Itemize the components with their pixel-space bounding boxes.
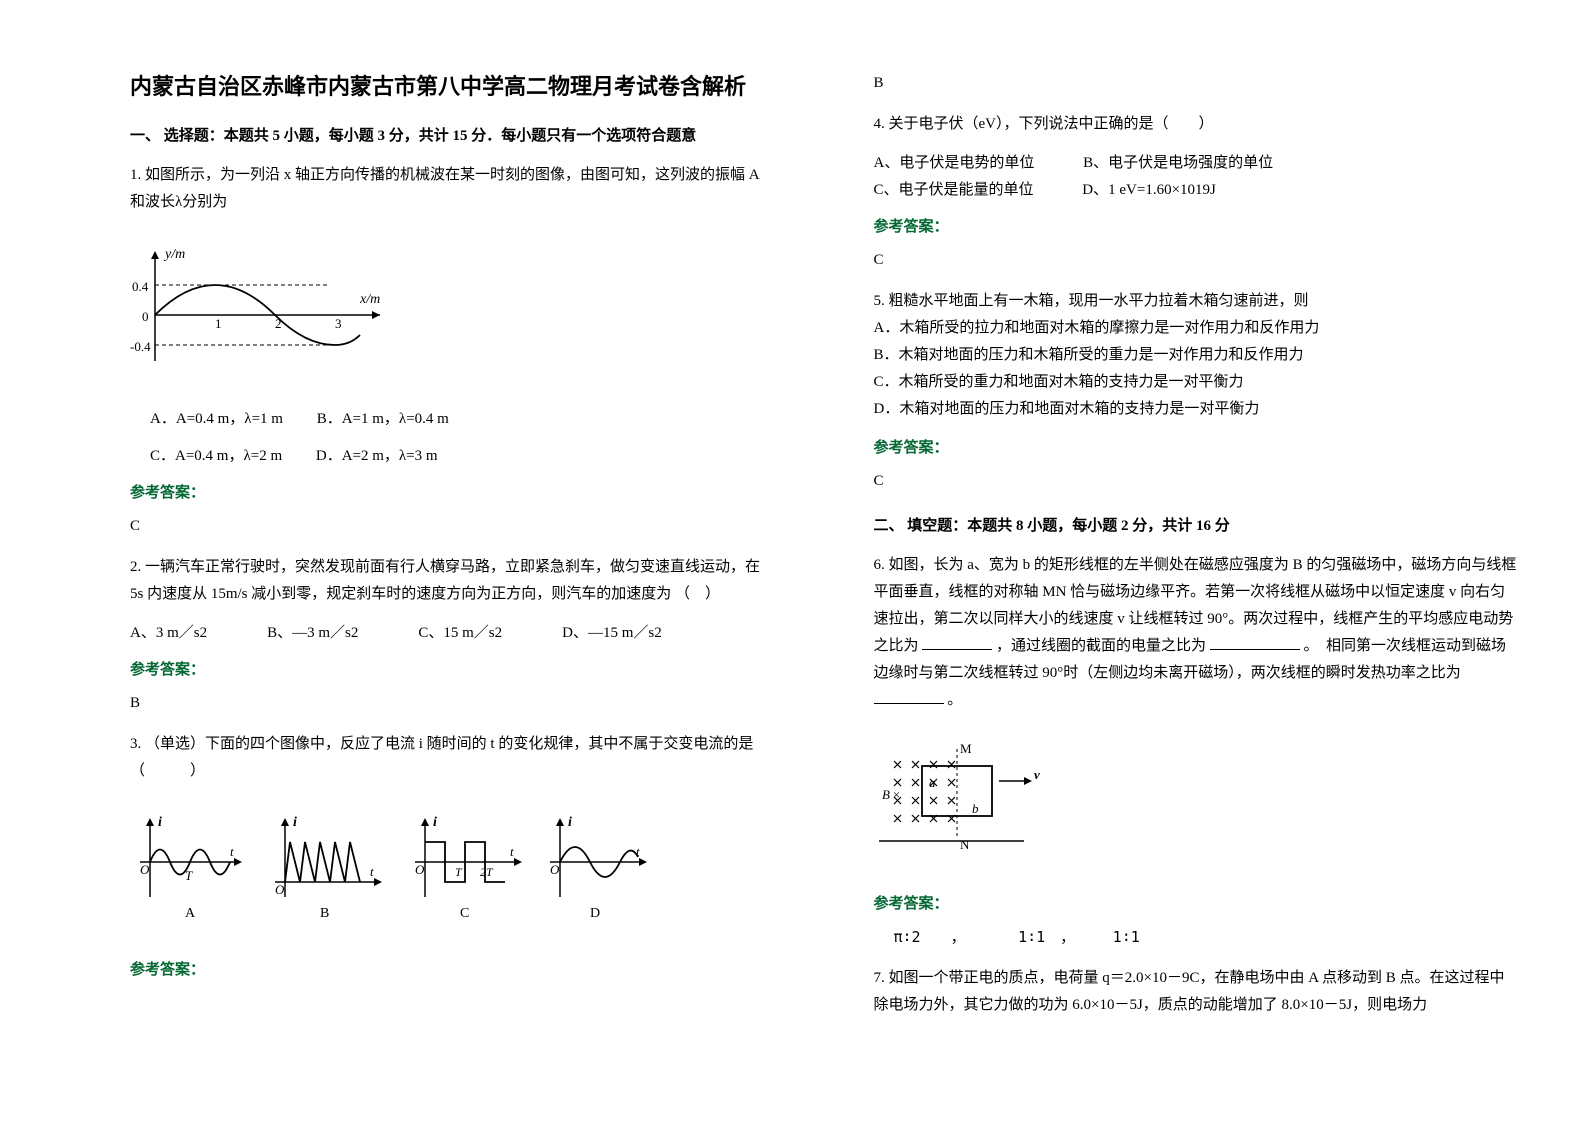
q4-answer: C — [874, 247, 1518, 274]
question-7: 7. 如图一个带正电的质点，电荷量 q＝2.0×10－9C，在静电场中由 A 点… — [874, 965, 1518, 1019]
q2-options: A、3 m／s2 B、—3 m／s2 C、15 m／s2 D、—15 m／s2 — [130, 620, 774, 647]
answer-label-6: 参考答案： — [874, 891, 1518, 918]
q4-optD: D、1 eV=1.60×1019J — [1082, 182, 1216, 198]
q3-graphs: i t O T A i t O B i t O T — [130, 812, 650, 922]
q2-optC: C、15 m／s2 — [418, 620, 502, 647]
svg-text:3: 3 — [335, 316, 342, 331]
q4-optB: B、电子伏是电场强度的单位 — [1083, 155, 1273, 171]
svg-text:×: × — [892, 787, 901, 802]
answer-label-4: 参考答案： — [874, 214, 1518, 241]
svg-text:M: M — [960, 741, 972, 756]
q6-text4: 。 — [947, 692, 962, 708]
svg-text:b: b — [972, 801, 979, 816]
svg-text:2T: 2T — [480, 865, 494, 879]
doc-title: 内蒙古自治区赤峰市内蒙古市第八中学高二物理月考试卷含解析 — [130, 70, 774, 103]
question-6: 6. 如图，长为 a、宽为 b 的矩形线框的左半侧处在磁感应强度为 B 的匀强磁… — [874, 552, 1518, 714]
q1-options: A．A=0.4 m，λ=1 m B．A=1 m，λ=0.4 m C．A=0.4 … — [150, 406, 774, 470]
svg-text:y/m: y/m — [163, 247, 185, 262]
svg-text:O: O — [550, 862, 560, 877]
svg-text:i: i — [568, 815, 572, 830]
svg-text:i: i — [158, 815, 162, 830]
q1-optB: B．A=1 m，λ=0.4 m — [317, 411, 449, 427]
q1-graph: y/m 0.4 0 -0.4 x/m 1 2 3 — [130, 243, 390, 373]
svg-text:O: O — [140, 862, 150, 877]
svg-text:t: t — [230, 844, 234, 859]
q6-blank3 — [874, 703, 944, 704]
question-5: 5. 粗糙水平地面上有一木箱，现用一水平力拉着木箱匀速前进，则 A．木箱所受的拉… — [874, 288, 1518, 423]
question-3: 3. （单选）下面的四个图像中，反应了电流 i 随时间的 t 的变化规律，其中不… — [130, 731, 774, 785]
answer-label-5: 参考答案： — [874, 435, 1518, 462]
svg-text:0: 0 — [142, 309, 149, 324]
section1-header: 一、 选择题：本题共 5 小题，每小题 3 分，共计 15 分．每小题只有一个选… — [130, 123, 774, 150]
q4-optC: C、电子伏是能量的单位 — [874, 182, 1034, 198]
question-4: 4. 关于电子伏（eV），下列说法中正确的是（ ） — [874, 111, 1518, 138]
svg-text:O: O — [275, 882, 285, 897]
q5-optA: A．木箱所受的拉力和地面对木箱的摩擦力是一对作用力和反作用力 — [874, 315, 1518, 342]
q6-text2: ，通过线圈的截面的电量之比为 — [996, 638, 1206, 654]
q1-text: 1. 如图所示，为一列沿 x 轴正方向传播的机械波在某一时刻的图像，由图可知，这… — [130, 162, 774, 216]
question-2: 2. 一辆汽车正常行驶时，突然发现前面有行人横穿马路，立即紧急刹车，做匀变速直线… — [130, 554, 774, 608]
svg-text:v: v — [1034, 767, 1040, 782]
q5-optD: D．木箱对地面的压力和地面对木箱的支持力是一对平衡力 — [874, 396, 1518, 423]
q5-optB: B．木箱对地面的压力和木箱所受的重力是一对作用力和反作用力 — [874, 342, 1518, 369]
svg-text:D: D — [590, 906, 600, 921]
q5-optC: C．木箱所受的重力和地面对木箱的支持力是一对平衡力 — [874, 369, 1518, 396]
q5-text: 5. 粗糙水平地面上有一木箱，现用一水平力拉着木箱匀速前进，则 — [874, 288, 1518, 315]
q6-answer: π∶2 ， 1∶1 ， 1∶1 — [894, 924, 1518, 951]
q1-answer: C — [130, 513, 774, 540]
answer-label-3: 参考答案： — [130, 957, 774, 984]
svg-text:A: A — [185, 906, 196, 921]
q1-optA: A．A=0.4 m，λ=1 m — [150, 411, 283, 427]
svg-text:a: a — [929, 775, 936, 790]
q6-diagram: M N a b × B v — [874, 741, 1074, 856]
svg-text:i: i — [293, 815, 297, 830]
svg-text:B: B — [882, 787, 890, 802]
svg-text:T: T — [455, 865, 463, 879]
svg-text:t: t — [370, 864, 374, 879]
q4-options: A、电子伏是电势的单位 B、电子伏是电场强度的单位 C、电子伏是能量的单位 D、… — [874, 150, 1518, 204]
q6-blank1 — [922, 649, 992, 650]
svg-text:t: t — [510, 844, 514, 859]
svg-text:-0.4: -0.4 — [130, 339, 151, 354]
svg-text:C: C — [460, 906, 469, 921]
svg-text:x/m: x/m — [359, 292, 380, 307]
question-1: 1. 如图所示，为一列沿 x 轴正方向传播的机械波在某一时刻的图像，由图可知，这… — [130, 162, 774, 216]
svg-text:N: N — [960, 837, 970, 852]
svg-text:i: i — [433, 815, 437, 830]
q1-optC: C．A=0.4 m，λ=2 m — [150, 448, 282, 464]
q1-optD: D．A=2 m，λ=3 m — [316, 448, 438, 464]
svg-text:1: 1 — [215, 316, 222, 331]
section2-header: 二、 填空题：本题共 8 小题，每小题 2 分，共计 16 分 — [874, 513, 1518, 540]
q2-answer: B — [130, 690, 774, 717]
q2-optA: A、3 m／s2 — [130, 620, 207, 647]
svg-text:B: B — [320, 906, 329, 921]
svg-text:0.4: 0.4 — [132, 279, 149, 294]
q6-blank2 — [1210, 649, 1300, 650]
answer-label-2: 参考答案： — [130, 657, 774, 684]
svg-text:O: O — [415, 862, 425, 877]
q4-optA: A、电子伏是电势的单位 — [874, 155, 1035, 171]
q5-answer: C — [874, 468, 1518, 495]
q2-optD: D、—15 m／s2 — [562, 620, 662, 647]
q2-optB: B、—3 m／s2 — [267, 620, 358, 647]
answer-label-1: 参考答案： — [130, 480, 774, 507]
q3-answer: B — [874, 70, 1518, 97]
